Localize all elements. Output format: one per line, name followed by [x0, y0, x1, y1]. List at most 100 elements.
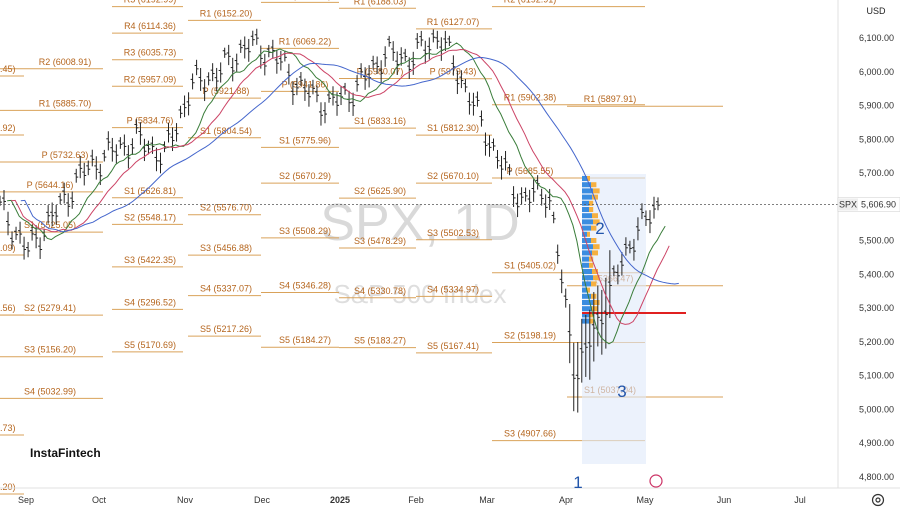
pivot-label: S3 (5422.35) [124, 255, 176, 265]
volume-profile-bar [582, 257, 589, 262]
watermark-title: SPX, 1D [320, 194, 519, 252]
volume-profile-bar [592, 213, 598, 218]
partial-pivot-label: .09) [0, 243, 16, 253]
volume-profile-bar [582, 207, 589, 212]
wave-annotation: 1 [573, 473, 582, 492]
volume-profile-bar [582, 219, 593, 224]
pivot-label: S3 (5508.29) [279, 226, 331, 236]
settings-icon[interactable] [871, 493, 885, 507]
pivot-label: R1 (6188.03) [354, 0, 407, 6]
price-axis-tick: 5,300.00 [859, 303, 894, 313]
pivot-label: R1 (6152.20) [200, 8, 253, 18]
price-axis-tick: 5,000.00 [859, 404, 894, 414]
pivot-label: P (5921.88) [203, 86, 250, 96]
pivot-label: S5 (5170.69) [124, 340, 176, 350]
time-axis-tick: Jun [717, 495, 732, 505]
partial-pivot-label: .56) [0, 303, 16, 313]
pivot-label: S4 (5337.07) [200, 284, 252, 294]
pivot-label: P (5644.16) [27, 180, 74, 190]
pivot-label: S1 (5405.02) [504, 261, 556, 271]
pivot-label: S5 (5167.41) [427, 341, 479, 351]
pivot-label: S4 (5032.99) [24, 386, 76, 396]
volume-profile-bar [593, 188, 600, 193]
last-price-symbol: SPX [839, 200, 857, 210]
pivot-label: S3 (4907.66) [504, 429, 556, 439]
pivot-label: S2 (5670.29) [279, 171, 331, 181]
pivot-label: S2 (5279.41) [24, 303, 76, 313]
pivot-label: S3 (5456.88) [200, 243, 252, 253]
brand-logo: InstaFintech [30, 446, 101, 460]
volume-profile-bar [589, 263, 593, 268]
time-axis-tick: Sep [18, 495, 34, 505]
volume-profile-bar [582, 294, 591, 299]
pivot-label: R1 (6127.07) [427, 17, 480, 27]
price-axis-tick: 4,900.00 [859, 438, 894, 448]
pivot-label: S3 (5502.53) [427, 228, 479, 238]
time-axis-tick: Jul [794, 495, 806, 505]
volume-profile-bar [591, 182, 596, 187]
price-axis-tick: 6,100.00 [859, 33, 894, 43]
volume-profile-bar [582, 263, 589, 268]
pivot-label: S2 (5198.19) [504, 331, 556, 341]
volume-profile-bar [592, 250, 598, 255]
currency-selector[interactable]: USD [856, 2, 896, 20]
price-axis-tick: 5,700.00 [859, 168, 894, 178]
time-axis-tick: Dec [254, 495, 271, 505]
pivot-label: R1 (5902.38) [504, 93, 557, 103]
pivot-label: R5 (6192.99) [124, 0, 177, 5]
pivot-label: P (5732.63) [42, 150, 89, 160]
wave-annotation: 3 [617, 382, 626, 401]
pivot-label: S5 (5217.26) [200, 324, 252, 334]
partial-pivot-label: .20) [0, 482, 16, 492]
pivot-label: S5 (5184.27) [279, 335, 331, 345]
wave-annotation: 2 [595, 219, 604, 238]
time-axis-tick: Oct [92, 495, 107, 505]
price-axis-tick: 6,000.00 [859, 67, 894, 77]
pivot-label: S3 (5478.29) [354, 236, 406, 246]
pivot-label: S4 (5334.97) [427, 284, 479, 294]
pivot-label: S4 (5330.78) [354, 286, 406, 296]
pivot-label: S4 (5296.52) [124, 297, 176, 307]
price-axis-tick: 5,800.00 [859, 134, 894, 144]
pivot-label: R3 (6035.73) [124, 48, 177, 58]
volume-profile-bar [589, 201, 593, 206]
price-axis-tick: 5,100.00 [859, 371, 894, 381]
pivot-label: S3 (5156.20) [24, 345, 76, 355]
pivot-label: S2 (5670.10) [427, 171, 479, 181]
time-axis-tick: Feb [408, 495, 424, 505]
time-axis-tick: Mar [479, 495, 495, 505]
pivot-label: P (5834.76) [127, 116, 174, 126]
partial-pivot-label: .45) [0, 64, 16, 74]
pivot-label: R2 (6008.91) [39, 57, 92, 67]
time-axis-tick: Apr [559, 495, 573, 505]
pivot-label: R2 (5957.09) [124, 74, 177, 84]
pivot-label: S2 (5625.90) [354, 186, 406, 196]
pivot-label: R1 (5897.91) [584, 94, 637, 104]
pivot-label: S1 (5812.30) [427, 123, 479, 133]
time-axis-tick: 2025 [330, 495, 350, 505]
pivot-label: S4 (5346.28) [279, 281, 331, 291]
volume-profile-bar [582, 281, 591, 286]
pivot-label: P (5685.55) [507, 166, 554, 176]
pivot-label: R2 (6192.91) [504, 0, 557, 5]
pivot-label: R1 (6069.22) [279, 36, 332, 46]
price-axis-tick: 4,800.00 [859, 472, 894, 482]
pivot-label: S5 (5183.27) [354, 336, 406, 346]
price-axis-tick: 5,400.00 [859, 269, 894, 279]
price-axis-tick: 5,200.00 [859, 337, 894, 347]
pivot-label: S2 (5548.17) [124, 212, 176, 222]
volume-profile-bar [582, 300, 593, 305]
time-axis-tick: May [636, 495, 654, 505]
volume-profile-bar [582, 201, 589, 206]
pivot-label: S1 (5775.96) [279, 135, 331, 145]
volume-profile-bar [591, 238, 596, 243]
volume-profile-bar [592, 306, 598, 311]
volume-profile-bar [582, 226, 591, 231]
price-axis-tick: 5,500.00 [859, 236, 894, 246]
volume-profile-bar [582, 195, 592, 200]
pivot-label: S1 (5833.16) [354, 116, 406, 126]
volume-profile-bar [591, 281, 596, 286]
volume-profile-bar [593, 244, 600, 249]
last-price-value: 5,606.90 [861, 200, 896, 210]
